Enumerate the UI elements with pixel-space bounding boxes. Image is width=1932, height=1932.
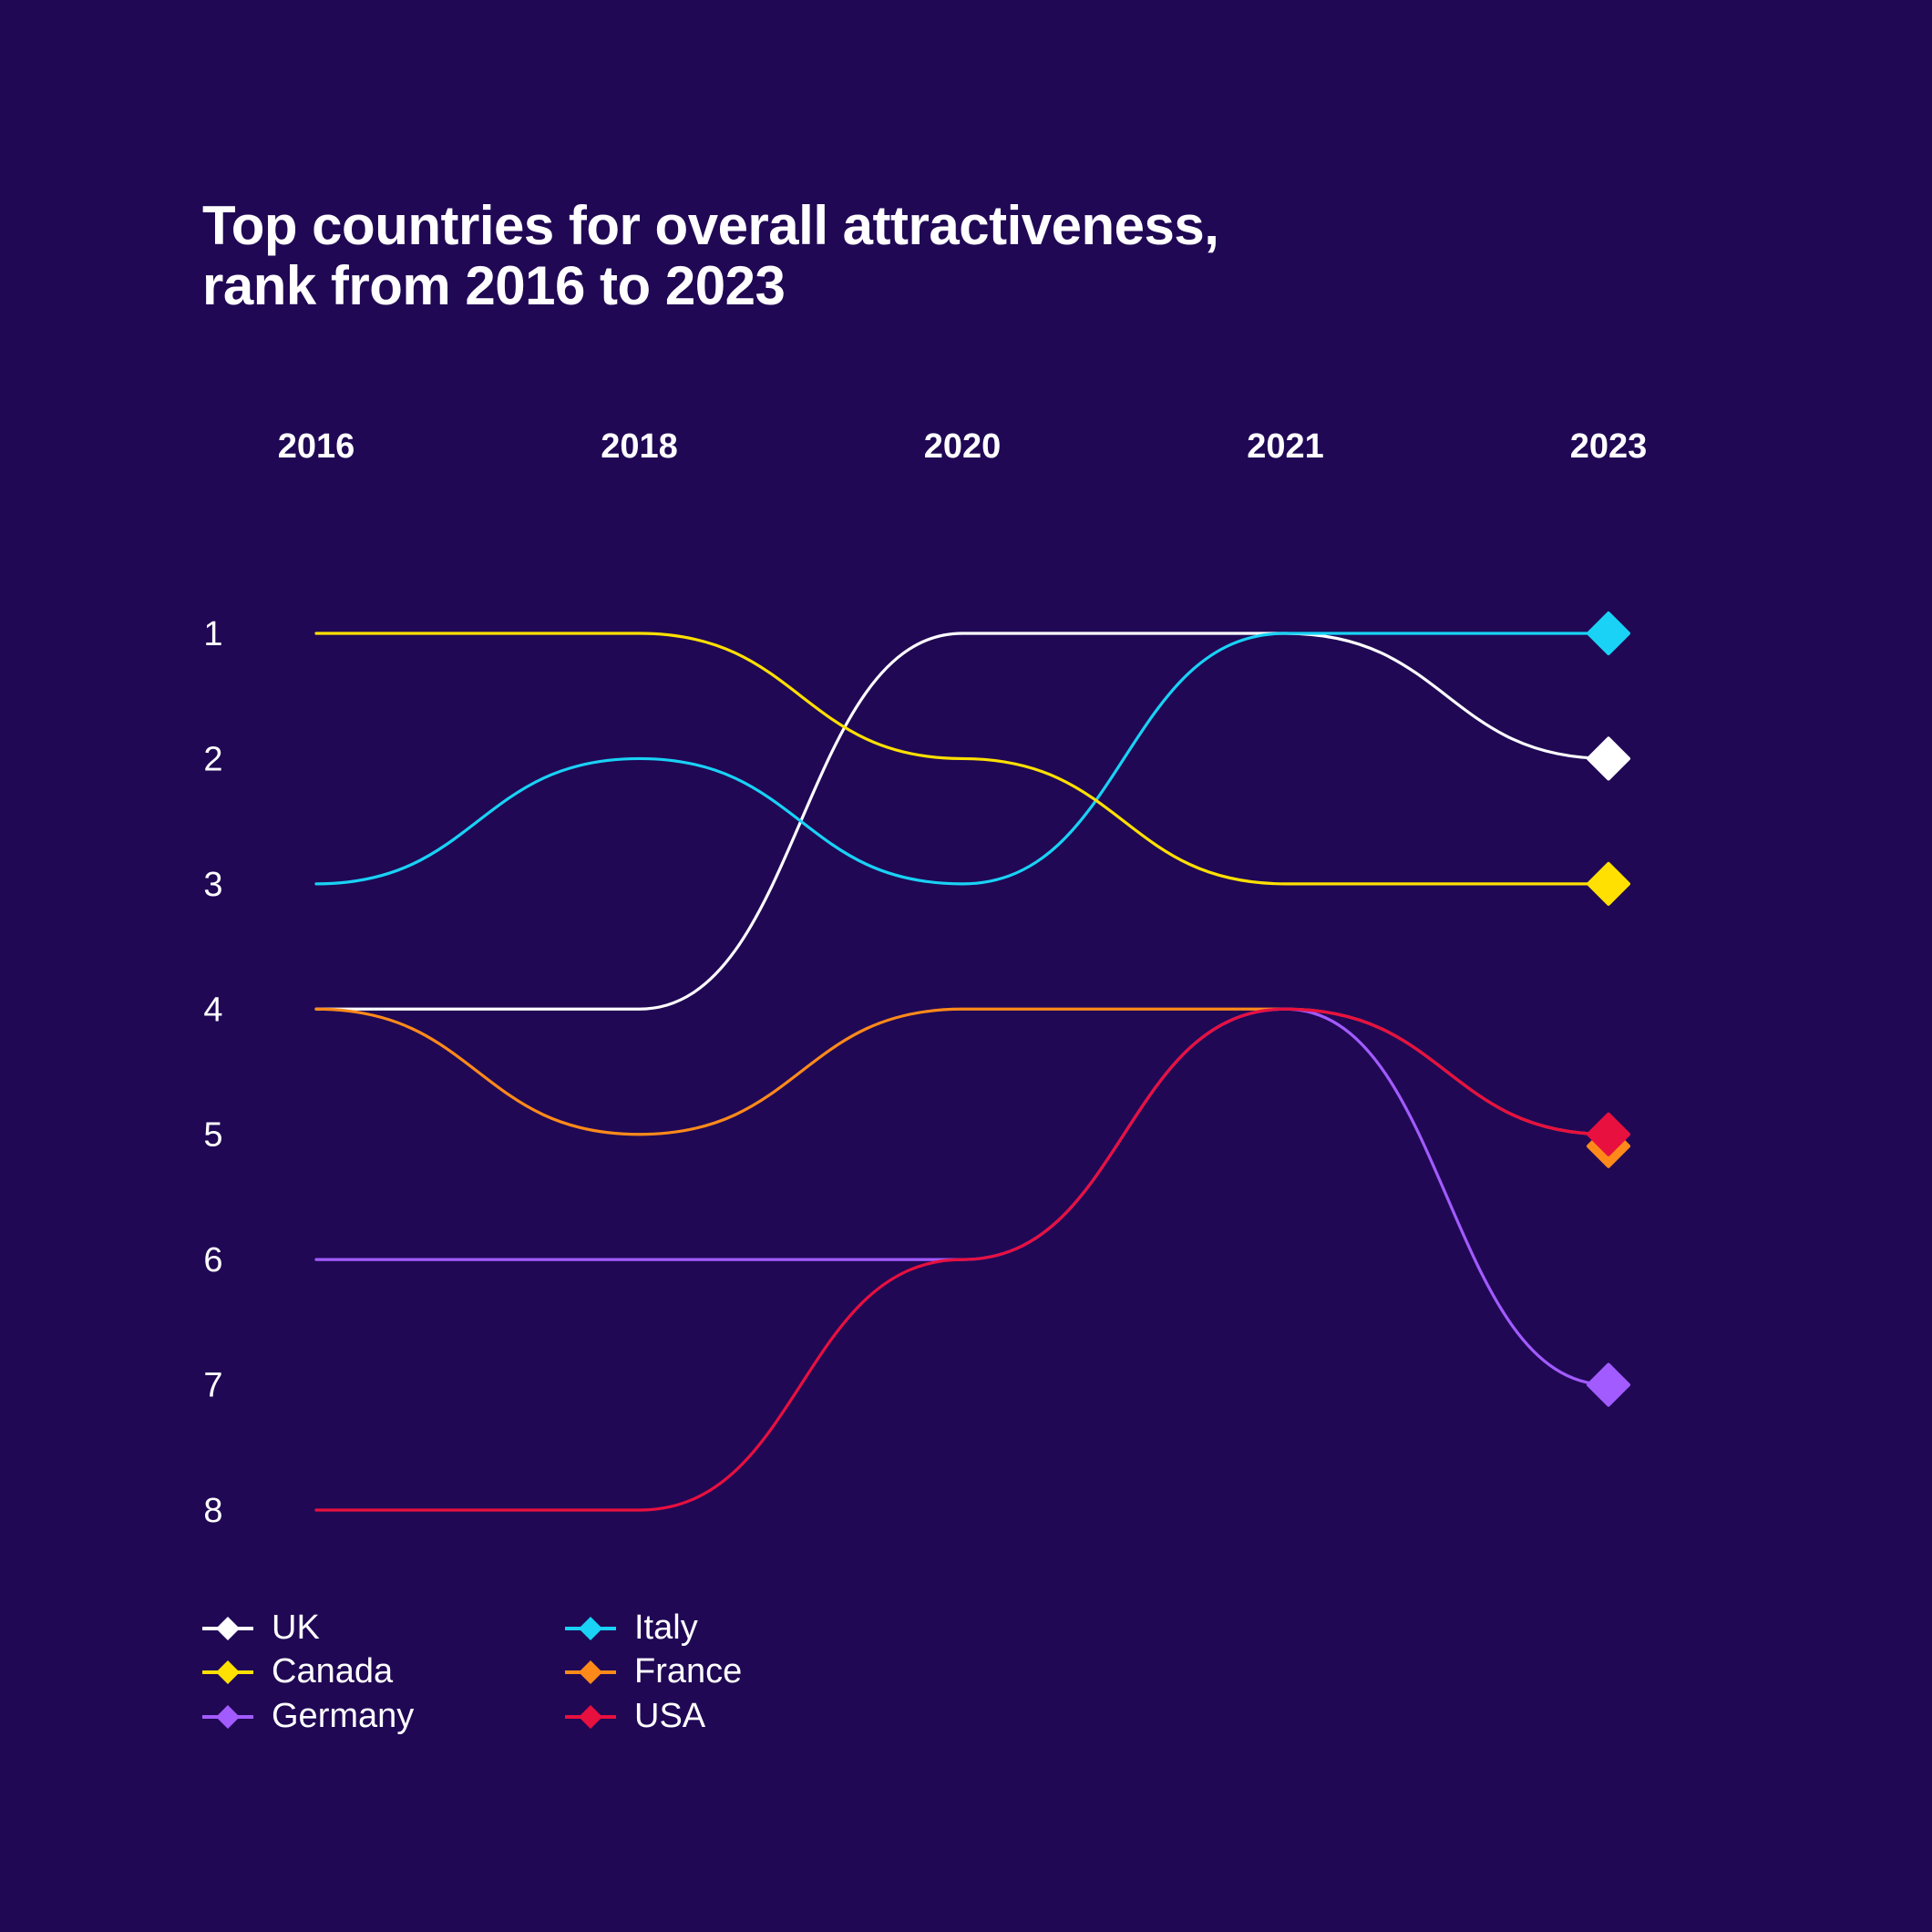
series-line-france (314, 1007, 1610, 1136)
y-tick-label-6: 6 (203, 1241, 222, 1279)
legend-label-uk: UK (272, 1608, 320, 1647)
legend-label-germany: Germany (272, 1697, 414, 1735)
end-marker-uk (1587, 736, 1630, 781)
y-tick-label-2: 2 (203, 740, 222, 778)
chart-title-line-2: rank from 2016 to 2023 (202, 255, 786, 316)
y-tick-label-3: 3 (203, 866, 222, 904)
series-line-germany (314, 1007, 1610, 1387)
y-tick-label-4: 4 (203, 991, 222, 1029)
chart-title-line-1: Top countries for overall attractiveness… (202, 195, 1219, 256)
y-tick-label-5: 5 (203, 1116, 222, 1155)
x-tick-label-2023: 2023 (1570, 427, 1648, 466)
chart-title: Top countries for overall attractiveness… (202, 195, 1219, 316)
legend-marker-france (579, 1660, 602, 1684)
series-line-usa (314, 1007, 1610, 1512)
y-tick-label-8: 8 (203, 1492, 222, 1530)
x-tick-label-2018: 2018 (601, 427, 678, 466)
end-marker-usa (1587, 1112, 1630, 1156)
y-tick-label-7: 7 (203, 1367, 222, 1405)
end-marker-germany (1587, 1362, 1630, 1407)
y-tick-label-1: 1 (203, 615, 222, 653)
legend-label-italy: Italy (634, 1608, 698, 1647)
x-tick-label-2020: 2020 (924, 427, 1002, 466)
legend-marker-usa (579, 1705, 602, 1729)
legend-marker-canada (216, 1660, 240, 1684)
legend-marker-italy (579, 1617, 602, 1640)
end-marker-italy (1587, 611, 1630, 655)
series-line-uk (314, 632, 1610, 1011)
legend-label-france: France (634, 1652, 742, 1690)
legend-label-canada: Canada (272, 1652, 394, 1690)
end-marker-canada (1587, 861, 1630, 906)
legend-marker-germany (216, 1705, 240, 1729)
legend-label-usa: USA (634, 1697, 706, 1735)
x-tick-label-2021: 2021 (1247, 427, 1324, 466)
x-tick-label-2016: 2016 (278, 427, 355, 466)
legend-marker-uk (216, 1617, 240, 1640)
series-line-canada (314, 632, 1610, 886)
series-line-italy (314, 632, 1610, 886)
